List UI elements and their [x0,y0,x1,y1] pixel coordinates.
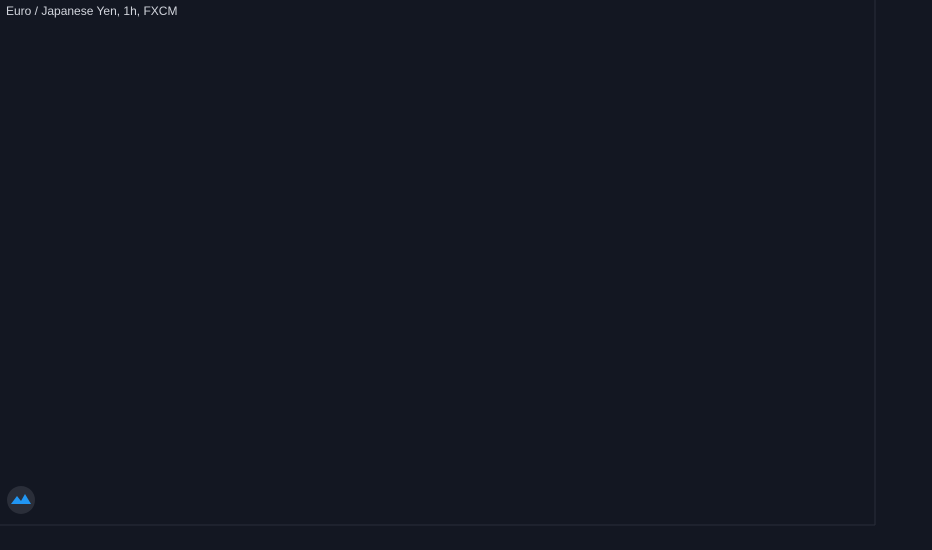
logo[interactable] [7,486,35,514]
chart-title: Euro / Japanese Yen, 1h, FXCM [6,4,177,18]
